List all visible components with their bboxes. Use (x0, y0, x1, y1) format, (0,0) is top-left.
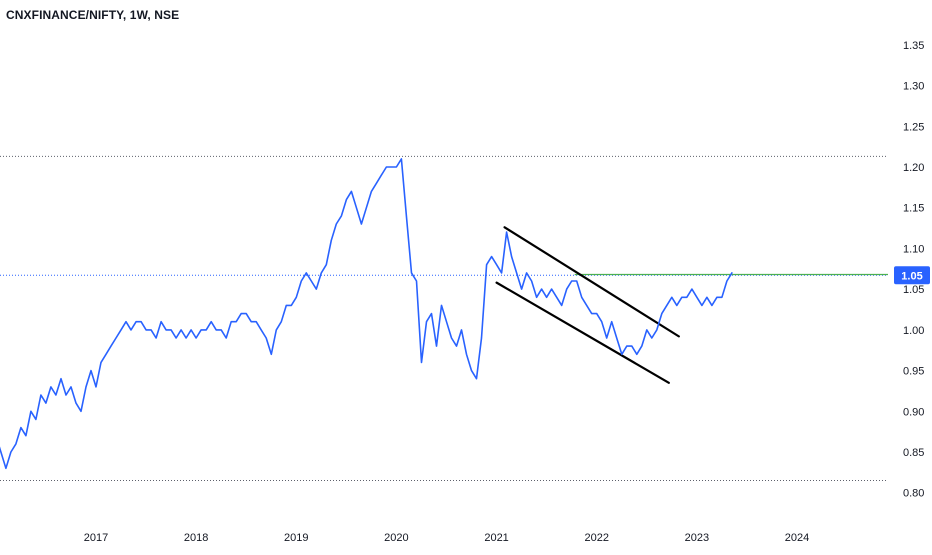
x-tick-label: 2021 (484, 532, 508, 544)
last-price-badge-bg (894, 266, 930, 285)
symbol-title: CNXFINANCE/NIFTY, 1W, NSE (6, 8, 180, 22)
x-tick-label: 2023 (685, 532, 709, 544)
trendline-drawings (495, 226, 888, 384)
y-tick-label: 0.80 (903, 488, 924, 500)
x-tick-label: 2022 (584, 532, 608, 544)
y-tick-label: 1.15 (903, 203, 924, 215)
y-tick-label: 1.30 (903, 81, 924, 93)
x-tick-label: 2024 (785, 532, 809, 544)
last-price-badge-label: 1.05 (901, 270, 922, 282)
y-tick-label: 1.10 (903, 243, 924, 255)
price-series-line (0, 158, 733, 470)
channel-upper-line (503, 226, 680, 338)
reference-levels (0, 155, 888, 481)
y-tick-label: 0.95 (903, 366, 924, 378)
y-tick-label: 1.35 (903, 40, 924, 52)
x-tick-label: 2018 (184, 532, 208, 544)
y-tick-label: 0.85 (903, 447, 924, 459)
channel-lower-line (495, 281, 670, 384)
x-tick-label: 2020 (384, 532, 408, 544)
last-price-badge: 1.05 (894, 266, 930, 285)
y-tick-label: 1.05 (903, 284, 924, 296)
price-series (0, 158, 733, 470)
y-tick-label: 0.90 (903, 406, 924, 418)
x-tick-label: 2019 (284, 532, 308, 544)
price-axis: 1.451.351.301.251.201.151.101.051.000.95… (903, 40, 924, 500)
time-axis: 2017 2018 2019 2020 2021 2022 2023 2024 (84, 532, 809, 544)
y-tick-label: 1.20 (903, 162, 924, 174)
x-tick-label: 2017 (84, 532, 108, 544)
y-tick-label: 1.25 (903, 121, 924, 133)
y-tick-label: 1.00 (903, 325, 924, 337)
